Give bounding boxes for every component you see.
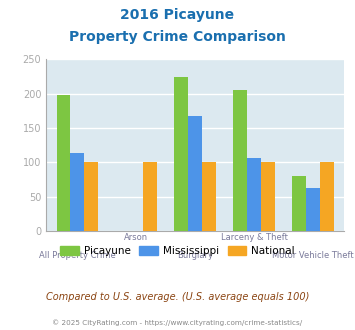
Text: Motor Vehicle Theft: Motor Vehicle Theft [272, 251, 354, 260]
Text: Larceny & Theft: Larceny & Theft [221, 233, 288, 242]
Bar [292, 176, 306, 231]
Bar [84, 162, 98, 231]
Bar [320, 162, 334, 231]
Bar [174, 77, 188, 231]
Text: Compared to U.S. average. (U.S. average equals 100): Compared to U.S. average. (U.S. average … [46, 292, 309, 302]
Bar [233, 90, 247, 231]
Text: 2016 Picayune: 2016 Picayune [120, 8, 235, 22]
Text: Property Crime Comparison: Property Crime Comparison [69, 30, 286, 44]
Bar [261, 162, 275, 231]
Bar [70, 153, 84, 231]
Legend: Picayune, Mississippi, National: Picayune, Mississippi, National [56, 242, 299, 260]
Bar [306, 188, 320, 231]
Bar [143, 162, 157, 231]
Text: All Property Crime: All Property Crime [39, 251, 116, 260]
Bar [188, 116, 202, 231]
Bar [247, 158, 261, 231]
Text: Arson: Arson [124, 233, 148, 242]
Bar [56, 95, 70, 231]
Bar [202, 162, 216, 231]
Text: Burglary: Burglary [177, 251, 213, 260]
Text: © 2025 CityRating.com - https://www.cityrating.com/crime-statistics/: © 2025 CityRating.com - https://www.city… [53, 319, 302, 326]
